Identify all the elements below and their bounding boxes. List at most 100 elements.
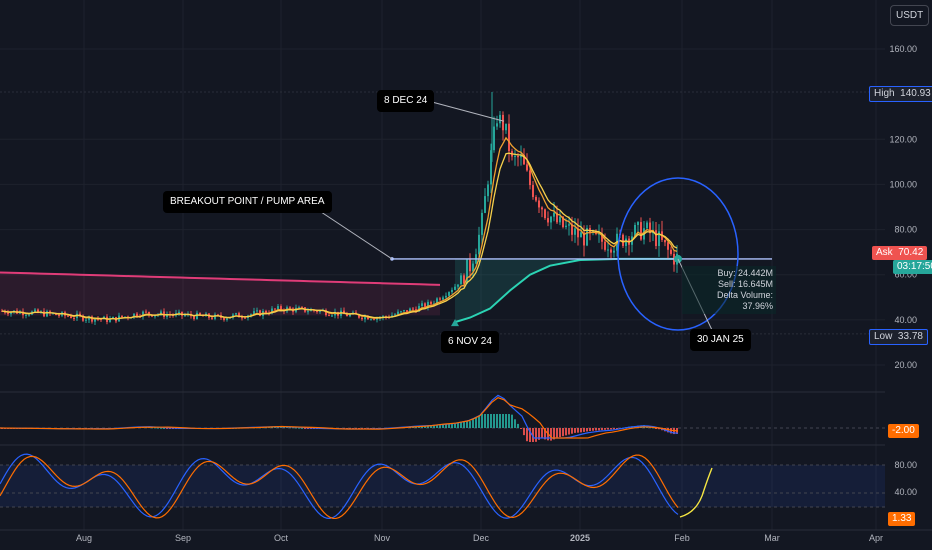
macd-histogram-bar [280,426,282,428]
candle-body [490,150,492,185]
candle-body [526,164,528,171]
pump-area [454,257,680,324]
stoch-tick-label: 80.00 [894,460,917,470]
candle-body [442,297,444,300]
candle-body [403,310,405,312]
candle-body [499,114,501,124]
candle-body [160,311,162,315]
time-tick-label: Oct [274,533,289,543]
candle-body [658,231,660,247]
candle-body [241,317,243,319]
macd-histogram-bar [496,414,498,428]
macd-histogram-bar [436,425,438,428]
candle-body [214,314,216,319]
stoch-pane [0,453,885,520]
macd-histogram-bar [466,421,468,428]
long-ma-area [0,272,440,316]
candle-body [364,316,366,320]
candle-body [370,319,372,321]
macd-histogram-bar [556,428,558,439]
annotation-start: 6 NOV 24 [441,331,499,353]
candle-body [556,212,558,223]
macd-histogram-bar [430,425,432,428]
candle-body [331,315,333,317]
macd-histogram-bar [427,426,429,428]
macd-histogram-bar [523,428,525,436]
high-value: 140.93 [900,88,931,99]
candle-body [481,212,483,235]
stoch-value-badge: 1.33 [888,512,916,526]
candle-body [640,222,642,240]
macd-line [0,394,679,439]
macd-histogram-bar [565,428,567,436]
candle-body [502,114,504,131]
candle-body [646,222,648,229]
macd-histogram-bar [517,423,519,428]
macd-histogram-bar [541,428,543,438]
candle-body [514,156,516,158]
candle-body [193,316,195,320]
candle-body [421,303,423,307]
macd-histogram-bar [481,414,483,428]
candle-body [562,216,564,228]
candle-body [70,316,72,319]
macd-pane [0,394,885,442]
time-tick-label: 2025 [570,533,590,543]
macd-histogram-bar [490,414,492,428]
macd-histogram-bar [667,428,669,433]
candle-body [655,230,657,247]
ma-area [0,271,441,316]
candle-body [7,312,9,315]
candle-body [34,309,36,312]
candle-body [52,313,54,315]
candle-body [373,319,375,321]
candle-body [622,234,624,246]
macd-histogram-bar [154,427,156,429]
candle-body [529,170,531,186]
macd-signal-line [0,396,679,439]
macd-histogram-bar [475,417,477,428]
candle-body [670,249,672,254]
price-tick-label: 100.00 [889,179,917,189]
candle-body [277,306,279,310]
candle-body [493,126,495,151]
candle-body [136,313,138,317]
macd-histogram-bar [286,427,288,429]
candle-body [184,315,186,317]
candle-body [538,200,540,208]
macd-histogram-bar [562,428,564,437]
candle-body [196,312,198,320]
candle-body [235,313,237,315]
candle-body [217,314,219,316]
macd-histogram-bar [535,428,537,442]
candle-body [436,298,438,304]
candle-body [496,123,498,127]
candle-body [265,310,267,314]
macd-histogram-bar [586,428,588,432]
macd-histogram-bar [448,424,450,428]
candle-body [319,310,321,312]
macd-histogram-bar [508,414,510,428]
low-value: 33.78 [897,331,923,342]
time-tick-label: Aug [76,533,92,543]
candle-body [478,234,480,255]
macd-histogram-bar [601,428,603,431]
candle-body [634,224,636,237]
candle-body [460,275,462,285]
candle-body [577,228,579,238]
countdown-badge: 03:17:50 [893,260,932,274]
candle-body [271,308,273,314]
candle-body [67,315,69,317]
currency-button[interactable]: USDT [890,5,930,26]
candle-body [148,311,150,315]
focus-circle [617,177,739,331]
macd-histogram-bar [583,428,585,432]
candle-body [409,308,411,313]
axes: 160.00 120.00 100.00 80.00 60.00 40.00 20.00 80… [0,44,932,543]
candle-body [466,259,468,284]
macd-histogram-bar [559,428,561,437]
annotation-end: 30 JAN 25 [690,329,751,351]
macd-histogram-bar [598,428,600,431]
time-tick-label: Dec [473,533,490,543]
